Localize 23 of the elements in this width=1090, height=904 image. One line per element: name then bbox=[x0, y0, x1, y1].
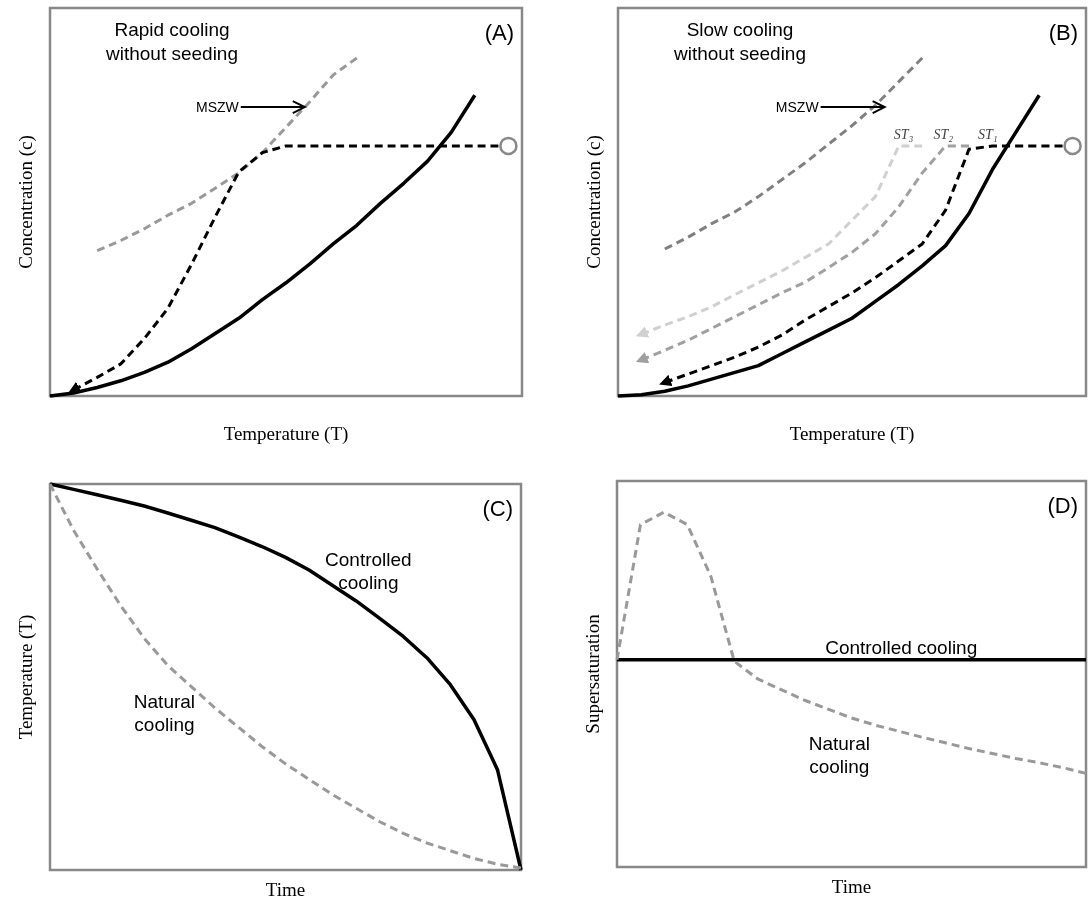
y-axis-title: Supersaturation bbox=[582, 613, 603, 734]
series-label: Natural cooling bbox=[133, 691, 196, 736]
annotation: ST₃ bbox=[893, 127, 914, 143]
y-axis-title: Temperature (T) bbox=[15, 614, 37, 740]
annotation: (D) bbox=[1047, 493, 1078, 518]
annotation: MSZW bbox=[775, 99, 820, 116]
series-label: Natural cooling bbox=[808, 732, 870, 777]
text: (A) bbox=[484, 20, 514, 45]
text: (B) bbox=[1048, 20, 1078, 45]
annotation: ST₁ bbox=[977, 127, 998, 143]
chart-title: Rapid cooling without seeding bbox=[104, 19, 239, 64]
x-axis-title: Time bbox=[265, 879, 306, 900]
y-axis-title: Concentration (c) bbox=[583, 135, 605, 269]
annotation: MSZW bbox=[196, 99, 240, 116]
series-label: Controlled cooling bbox=[825, 637, 978, 659]
x-axis-title: Time bbox=[831, 876, 872, 897]
annotation: ST₂ bbox=[933, 127, 954, 143]
x-axis-title: Temperature (T) bbox=[223, 423, 349, 445]
annotation: (C) bbox=[482, 496, 513, 521]
series-label: Controlled cooling bbox=[325, 548, 412, 593]
y-axis-title: Concentration (c) bbox=[15, 135, 37, 269]
x-axis-title: Temperature (T) bbox=[789, 423, 915, 445]
chart-title: Slow cooling without seeding bbox=[672, 19, 807, 64]
